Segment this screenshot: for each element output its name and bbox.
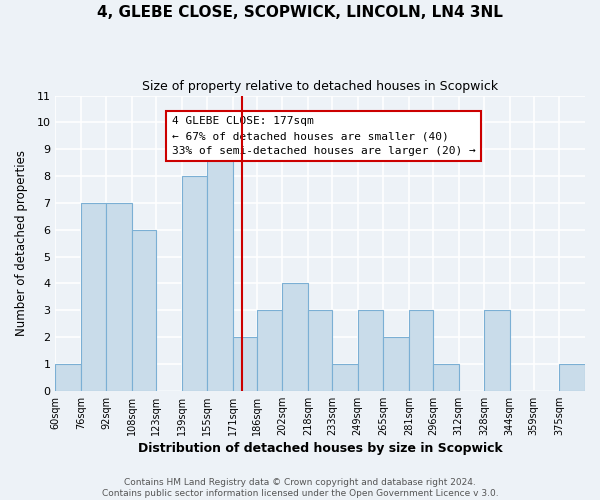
Text: Contains HM Land Registry data © Crown copyright and database right 2024.
Contai: Contains HM Land Registry data © Crown c… xyxy=(101,478,499,498)
Bar xyxy=(81,203,106,391)
Bar xyxy=(484,310,510,391)
Bar xyxy=(383,337,409,391)
Bar xyxy=(409,310,433,391)
Bar xyxy=(257,310,283,391)
Bar xyxy=(132,230,156,391)
Bar xyxy=(182,176,207,391)
Bar xyxy=(106,203,132,391)
Bar xyxy=(233,337,257,391)
Y-axis label: Number of detached properties: Number of detached properties xyxy=(15,150,28,336)
Text: 4 GLEBE CLOSE: 177sqm
← 67% of detached houses are smaller (40)
33% of semi-deta: 4 GLEBE CLOSE: 177sqm ← 67% of detached … xyxy=(172,116,476,156)
Title: Size of property relative to detached houses in Scopwick: Size of property relative to detached ho… xyxy=(142,80,498,93)
Bar xyxy=(433,364,458,391)
Bar xyxy=(358,310,383,391)
X-axis label: Distribution of detached houses by size in Scopwick: Distribution of detached houses by size … xyxy=(138,442,502,455)
Bar xyxy=(55,364,81,391)
Bar xyxy=(308,310,332,391)
Bar xyxy=(559,364,585,391)
Bar xyxy=(283,284,308,391)
Bar xyxy=(207,149,233,391)
Text: 4, GLEBE CLOSE, SCOPWICK, LINCOLN, LN4 3NL: 4, GLEBE CLOSE, SCOPWICK, LINCOLN, LN4 3… xyxy=(97,5,503,20)
Bar xyxy=(332,364,358,391)
